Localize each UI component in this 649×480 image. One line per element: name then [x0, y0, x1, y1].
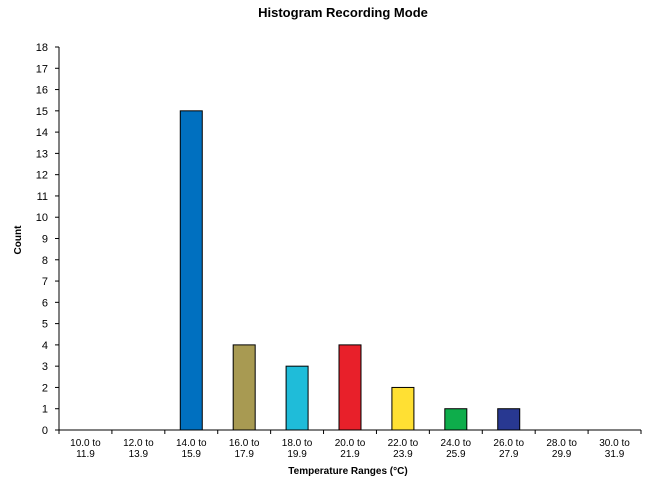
- x-category-label: 26.0 to: [493, 438, 524, 449]
- histogram-bar: [338, 344, 362, 431]
- x-category-label: 13.9: [129, 449, 149, 460]
- x-category-label: 11.9: [76, 449, 95, 460]
- x-category-label: 29.9: [552, 449, 572, 460]
- y-tick-label: 10: [36, 212, 48, 224]
- y-tick-label: 1: [42, 404, 48, 416]
- x-category-label: 22.0 to: [388, 438, 419, 449]
- y-tick-label: 6: [42, 297, 48, 309]
- histogram-bar: [285, 365, 309, 431]
- x-category-label: 10.0 to: [70, 438, 101, 449]
- histogram-bar: [391, 386, 415, 431]
- x-category-label: 15.9: [182, 449, 202, 460]
- x-category-label: 21.9: [340, 449, 360, 460]
- x-category-label: 18.0 to: [282, 438, 313, 449]
- y-tick-label: 16: [36, 85, 48, 97]
- x-category-label: 31.9: [605, 449, 625, 460]
- x-category-label: 14.0 to: [176, 438, 207, 449]
- y-tick-label: 4: [42, 340, 48, 352]
- y-tick-label: 11: [37, 191, 48, 203]
- x-axis-label: Temperature Ranges (°C): [288, 466, 407, 477]
- y-tick-label: 9: [42, 234, 48, 246]
- y-tick-label: 7: [42, 276, 48, 288]
- y-tick-label: 17: [36, 63, 48, 75]
- histogram-bar: [444, 408, 468, 431]
- y-tick-label: 2: [42, 382, 48, 394]
- y-tick-label: 12: [36, 170, 48, 182]
- x-category-label: 25.9: [446, 449, 466, 460]
- y-tick-label: 18: [36, 42, 48, 54]
- chart-title: Histogram Recording Mode: [258, 5, 428, 20]
- x-category-label: 28.0 to: [546, 438, 577, 449]
- y-axis-label: Count: [13, 225, 24, 255]
- x-category-label: 17.9: [234, 449, 254, 460]
- histogram-bar: [497, 408, 521, 431]
- x-category-label: 27.9: [499, 449, 519, 460]
- histogram-bar: [179, 110, 203, 431]
- y-tick-label: 15: [36, 106, 48, 118]
- x-category-label: 24.0 to: [441, 438, 472, 449]
- y-tick-label: 13: [36, 148, 48, 160]
- x-category-label: 12.0 to: [123, 438, 154, 449]
- x-category-label: 16.0 to: [229, 438, 260, 449]
- y-tick-label: 0: [42, 425, 48, 437]
- histogram-bar: [232, 344, 256, 431]
- y-tick-label: 8: [42, 255, 48, 267]
- x-category-label: 23.9: [393, 449, 413, 460]
- y-tick-label: 3: [42, 361, 48, 373]
- x-category-label: 20.0 to: [335, 438, 366, 449]
- x-category-label: 19.9: [287, 449, 307, 460]
- x-category-label: 30.0 to: [599, 438, 630, 449]
- y-tick-label: 5: [42, 319, 48, 331]
- y-tick-label: 14: [36, 127, 48, 139]
